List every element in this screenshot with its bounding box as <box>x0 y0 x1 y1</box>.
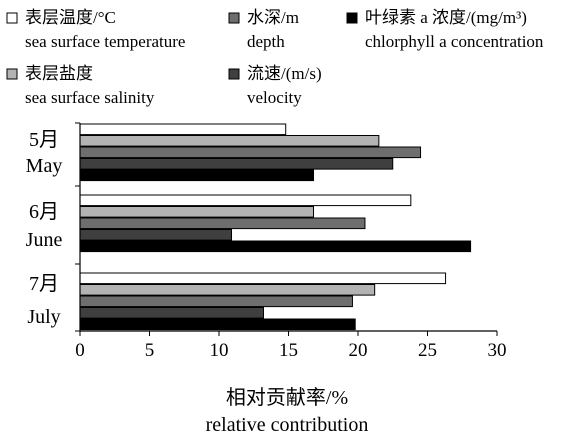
bar-june-5 <box>79 240 472 253</box>
category-label-en-july: July <box>27 306 60 328</box>
category-labels: 5月 May 6月 June 7月 July <box>26 129 63 328</box>
x-tick-label-20: 20 <box>349 340 368 361</box>
x-tick-label-0: 0 <box>75 340 85 361</box>
bar-july-4 <box>79 307 264 319</box>
legend-swatch-3 <box>228 12 240 24</box>
bar-july-5 <box>79 318 356 331</box>
bar-july-3 <box>79 295 353 308</box>
bar-june-4 <box>79 229 233 241</box>
legend-label-en-5: chlorphyll a concentration <box>365 32 544 51</box>
x-axis-title-en: relative contribution <box>206 414 369 436</box>
bar-june-2 <box>79 206 315 218</box>
legend-label-en-4: velocity <box>247 88 302 107</box>
legend: 表层温度/°C sea surface temperature 水深/m depth 叶… <box>6 8 544 107</box>
bar-july-1 <box>79 272 447 285</box>
x-tick-label-15: 15 <box>279 340 298 361</box>
legend-swatch-2 <box>6 68 18 80</box>
legend-label-en-2: sea surface salinity <box>25 88 155 107</box>
category-label-en-june: June <box>26 229 63 251</box>
category-label-zh-july: 7月 <box>29 273 59 295</box>
legend-label-en-1: sea surface temperature <box>25 32 185 51</box>
bar-may-4 <box>79 158 394 170</box>
legend-swatch-4 <box>228 68 240 80</box>
x-tick-label-10: 10 <box>210 340 229 361</box>
category-label-en-may: May <box>26 155 63 177</box>
bar-july-2 <box>79 284 376 296</box>
bar-may-5 <box>79 169 315 182</box>
legend-label-zh-1: 表层温度/°C <box>25 8 116 27</box>
bar-may-1 <box>79 123 287 136</box>
bar-may-2 <box>79 135 380 147</box>
bar-may-3 <box>79 146 422 159</box>
category-label-zh-may: 5月 <box>29 129 59 151</box>
legend-swatch-1 <box>6 12 18 24</box>
axes: 0 5 10 15 20 25 30 <box>75 122 507 361</box>
legend-label-en-3: depth <box>247 32 285 51</box>
bars <box>79 123 472 331</box>
x-tick-label-30: 30 <box>488 340 507 361</box>
legend-label-zh-2: 表层盐度 <box>25 64 93 83</box>
category-label-zh-june: 6月 <box>29 201 59 223</box>
x-axis-title-zh: 相对贡献率/% <box>226 386 348 409</box>
legend-swatch-5 <box>346 12 358 24</box>
bar-june-1 <box>79 194 412 207</box>
legend-label-zh-3: 水深/m <box>247 8 299 27</box>
legend-label-zh-5: 叶绿素 a 浓度/(mg/m³) <box>365 8 527 27</box>
legend-label-zh-4: 流速/(m/s) <box>247 64 322 83</box>
x-tick-label-25: 25 <box>418 340 437 361</box>
bar-june-3 <box>79 217 366 230</box>
x-tick-label-5: 5 <box>145 340 155 361</box>
